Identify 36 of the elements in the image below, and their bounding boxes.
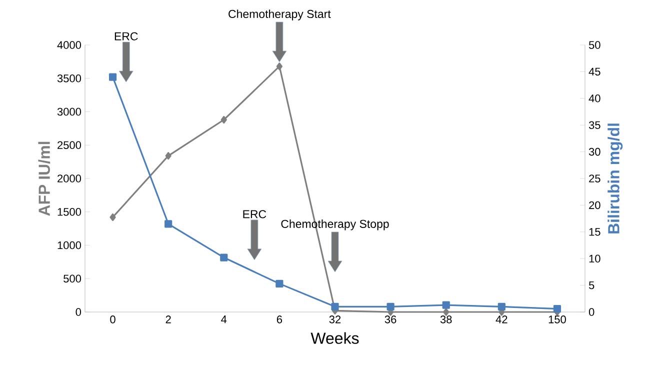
x-tick-label: 42 — [496, 316, 508, 324]
y-tick-label: 0 — [76, 308, 82, 316]
y-tick-label: 2000 — [58, 174, 82, 182]
y2-tick-label: 30 — [588, 148, 600, 156]
y2-tick-label: 5 — [588, 281, 594, 290]
y2-tick-label: 25 — [589, 174, 600, 182]
x-tick-label: 2 — [166, 316, 171, 324]
y2-tick-label: 50 — [588, 41, 600, 49]
y2-tick-label: 15 — [589, 228, 600, 236]
y-tick-label: 500 — [64, 274, 82, 283]
y2-tick-label: 35 — [588, 121, 600, 129]
x-tick-label: 38 — [440, 316, 452, 324]
y2-tick-label: 40 — [588, 94, 600, 102]
text: Chemotherapy Start — [228, 10, 331, 20]
annotation: Chemotherapy Stopp — [281, 220, 389, 230]
x-tick-label: 150 — [548, 316, 566, 324]
y-tick-label: 3500 — [57, 74, 82, 82]
x-tick-label: 4 — [221, 316, 227, 324]
y-tick-label: 2500 — [58, 141, 82, 150]
text: ERC — [114, 32, 138, 40]
y-axis-title: AFP IU/ml — [38, 142, 50, 216]
x-tick-label: 36 — [384, 316, 396, 324]
annotation: ERC — [243, 210, 266, 218]
x-tick-label: 0 — [110, 316, 116, 324]
y-tick-label: 1500 — [58, 208, 82, 216]
x-tick-label: 32 — [329, 316, 341, 324]
y-tick-label: 4000 — [57, 41, 82, 49]
y2-tick-label: 10 — [589, 254, 600, 262]
y-tick-label: 1000 — [58, 241, 82, 250]
y-tick-label: 3000 — [57, 108, 82, 116]
x-axis-title: Weeks — [310, 332, 359, 344]
x-tick-label: 6 — [276, 316, 282, 324]
y2-tick-label: 45 — [588, 68, 600, 76]
y2-tick-label: 0 — [588, 308, 594, 316]
y2-axis-title: Bilirubin mg/dl — [608, 124, 623, 234]
y2-tick-label: 20 — [589, 201, 600, 210]
